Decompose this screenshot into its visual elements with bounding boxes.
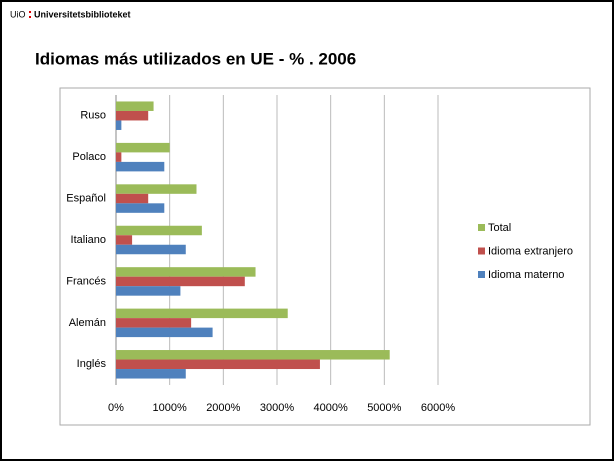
y-tick-label: Polaco [72, 151, 106, 163]
bar [116, 142, 170, 153]
x-tick-label: 2000% [206, 402, 240, 414]
bar [116, 203, 165, 213]
bar [116, 369, 186, 379]
bar [116, 359, 320, 370]
x-tick-label: 3000% [260, 402, 294, 414]
bar [116, 286, 181, 296]
y-tick-label: Francés [66, 275, 106, 287]
x-tick-label: 4000% [314, 402, 348, 414]
logo: UiO [10, 9, 26, 19]
bar [116, 225, 202, 236]
x-tick-label: 5000% [367, 402, 401, 414]
y-tick-label: Inglés [77, 358, 107, 370]
legend-label: Idioma materno [488, 269, 564, 281]
y-tick-label: Español [66, 192, 106, 204]
legend-label: Idioma extranjero [488, 245, 573, 257]
bar [116, 120, 122, 130]
bar [116, 327, 213, 338]
bar [116, 244, 186, 255]
bar [116, 152, 122, 162]
bar [116, 308, 288, 319]
legend-swatch [478, 224, 485, 231]
bar [116, 110, 149, 121]
logo-dot [29, 11, 31, 13]
x-tick-label: 0% [108, 402, 124, 414]
bar [116, 235, 133, 245]
y-tick-label: Ruso [80, 110, 106, 122]
logo-dot [29, 16, 31, 18]
x-tick-label: 6000% [421, 402, 455, 414]
bar [116, 101, 154, 111]
y-tick-label: Italiano [71, 234, 106, 246]
legend-label: Total [488, 222, 511, 234]
x-tick-label: 1000% [153, 402, 187, 414]
bar [116, 184, 197, 194]
bar [116, 318, 192, 328]
legend-swatch [478, 247, 485, 255]
legend-swatch [478, 271, 485, 278]
bar [116, 161, 165, 172]
institution: Universitetsbiblioteket [34, 9, 131, 19]
bar [116, 276, 245, 287]
y-tick-label: Alemán [69, 317, 106, 329]
bar [116, 267, 256, 277]
bar [116, 193, 149, 204]
chart-title: Idiomas más utilizados en UE - % . 2006 [35, 49, 356, 68]
bar [116, 350, 390, 360]
